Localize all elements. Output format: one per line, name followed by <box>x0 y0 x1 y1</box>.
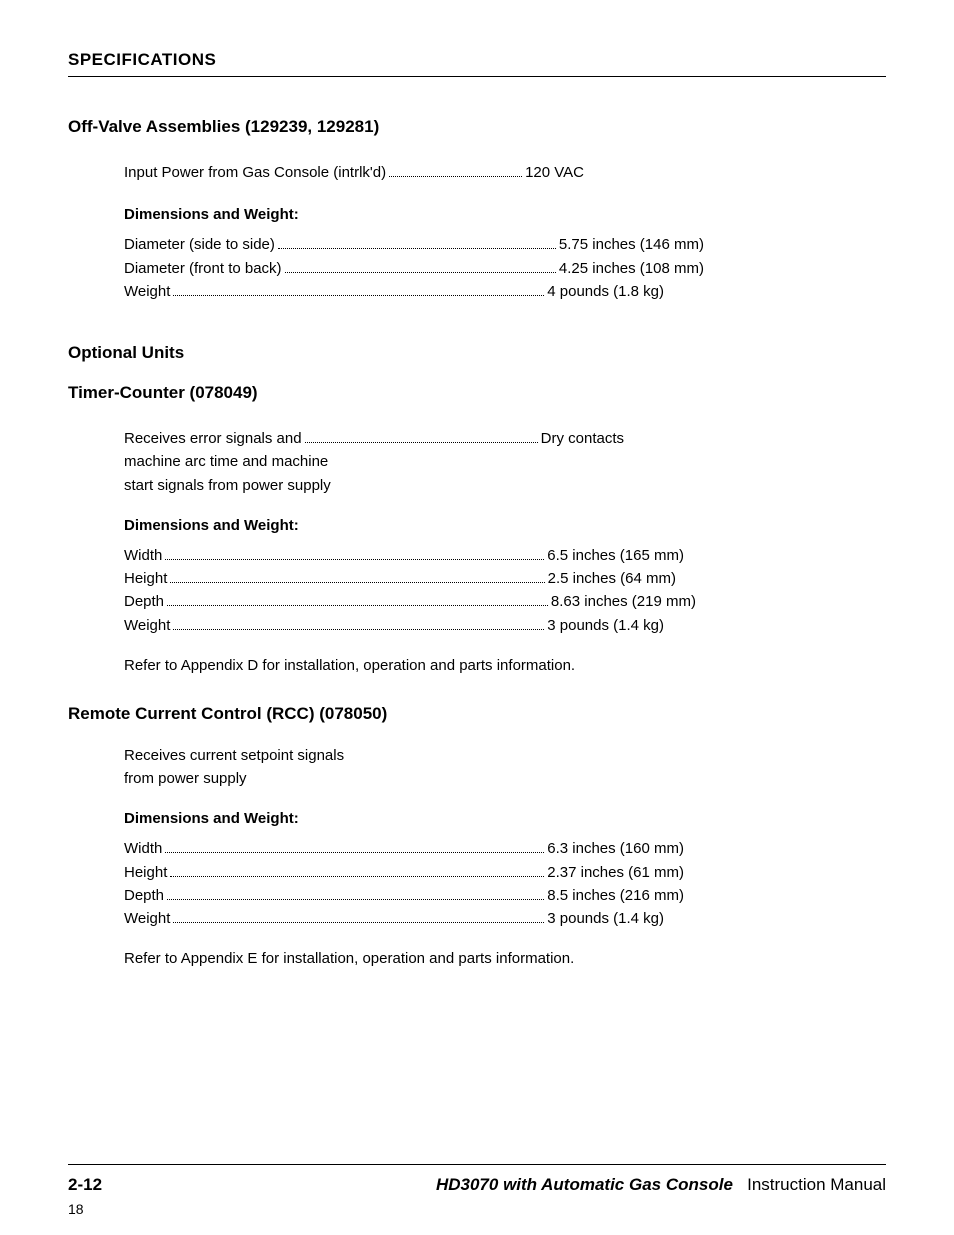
timercounter-title: Timer-Counter (078049) <box>68 383 886 403</box>
tc-dim-row: Width 6.5 inches (165 mm) <box>124 544 684 567</box>
footer-doctype <box>738 1175 747 1194</box>
dim-value: 5.75 inches (146 mm) <box>559 233 704 256</box>
timercounter-dimensions-block: Width 6.5 inches (165 mm) Height 2.5 inc… <box>124 544 886 637</box>
timercounter-receives-block: Receives error signals and Dry contacts … <box>124 427 886 497</box>
footer-rule <box>68 1164 886 1165</box>
rcc-dim-row: Height 2.37 inches (61 mm) <box>124 861 684 884</box>
dim-label: Depth <box>124 590 164 613</box>
offvalve-inputpower-value: 120 VAC <box>525 161 584 184</box>
dim-label: Weight <box>124 614 170 637</box>
offvalve-dim-row: Diameter (side to side) 5.75 inches (146… <box>124 233 704 256</box>
footer-product: HD3070 with Automatic Gas Console <box>436 1175 733 1194</box>
dim-label: Diameter (side to side) <box>124 233 275 256</box>
dots <box>305 442 538 443</box>
dim-value: 6.5 inches (165 mm) <box>547 544 684 567</box>
dots <box>389 176 522 177</box>
dim-value: 2.37 inches (61 mm) <box>547 861 684 884</box>
dim-value: 2.5 inches (64 mm) <box>548 567 676 590</box>
rcc-dimensions-block: Width 6.3 inches (160 mm) Height 2.37 in… <box>124 837 886 930</box>
timercounter-receives-row: Receives error signals and Dry contacts <box>124 427 624 450</box>
header-section: SPECIFICATIONS <box>68 50 886 77</box>
dim-label: Depth <box>124 884 164 907</box>
dim-value: 3 pounds (1.4 kg) <box>547 614 664 637</box>
tc-dim-row: Weight 3 pounds (1.4 kg) <box>124 614 664 637</box>
tc-dim-row: Height 2.5 inches (64 mm) <box>124 567 676 590</box>
dots <box>173 295 544 296</box>
dots <box>170 582 544 583</box>
offvalve-inputpower-block: Input Power from Gas Console (intrlk'd) … <box>124 161 886 184</box>
rcc-note: Refer to Appendix E for installation, op… <box>124 950 886 967</box>
dim-label: Height <box>124 567 167 590</box>
rcc-dim-row: Weight 3 pounds (1.4 kg) <box>124 907 664 930</box>
footer-doctype-text: Instruction Manual <box>747 1175 886 1194</box>
footer-pagenum: 18 <box>68 1201 84 1217</box>
offvalve-title: Off-Valve Assemblies (129239, 129281) <box>68 117 886 137</box>
dots <box>285 272 556 273</box>
dim-value: 4 pounds (1.8 kg) <box>547 280 664 303</box>
receives-value: Dry contacts <box>541 427 624 450</box>
rcc-dimensions-title: Dimensions and Weight: <box>124 810 886 827</box>
timercounter-dimensions-title: Dimensions and Weight: <box>124 517 886 534</box>
dots <box>167 899 544 900</box>
dots <box>165 852 544 853</box>
dim-value: 3 pounds (1.4 kg) <box>547 907 664 930</box>
header-title: SPECIFICATIONS <box>68 50 886 70</box>
dim-label: Height <box>124 861 167 884</box>
dim-label: Weight <box>124 907 170 930</box>
dim-value: 4.25 inches (108 mm) <box>559 257 704 280</box>
dim-label: Width <box>124 837 162 860</box>
dots <box>167 605 548 606</box>
offvalve-inputpower-row: Input Power from Gas Console (intrlk'd) … <box>124 161 584 184</box>
tc-dim-row: Depth 8.63 inches (219 mm) <box>124 590 696 613</box>
rcc-dim-row: Width 6.3 inches (160 mm) <box>124 837 684 860</box>
optionalunits-title: Optional Units <box>68 343 886 363</box>
dim-value: 6.3 inches (160 mm) <box>547 837 684 860</box>
dots <box>278 248 556 249</box>
footer-doc: HD3070 with Automatic Gas Console Instru… <box>436 1175 886 1195</box>
rcc-title: Remote Current Control (RCC) (078050) <box>68 704 886 724</box>
dots <box>173 922 544 923</box>
rcc-receives-line2: from power supply <box>124 767 886 790</box>
receives-line2: machine arc time and machine <box>124 450 886 473</box>
footer-pageref: 2-12 <box>68 1175 102 1195</box>
rcc-receives-line1: Receives current setpoint signals <box>124 744 886 767</box>
dots <box>170 876 544 877</box>
offvalve-inputpower-label: Input Power from Gas Console (intrlk'd) <box>124 161 386 184</box>
offvalve-dim-row: Diameter (front to back) 4.25 inches (10… <box>124 257 704 280</box>
receives-line3: start signals from power supply <box>124 474 886 497</box>
dim-label: Weight <box>124 280 170 303</box>
dim-label: Width <box>124 544 162 567</box>
offvalve-dim-row: Weight 4 pounds (1.8 kg) <box>124 280 664 303</box>
timercounter-note: Refer to Appendix D for installation, op… <box>124 657 886 674</box>
offvalve-dimensions-title: Dimensions and Weight: <box>124 206 886 223</box>
dim-value: 8.63 inches (219 mm) <box>551 590 696 613</box>
dim-value: 8.5 inches (216 mm) <box>547 884 684 907</box>
dim-label: Diameter (front to back) <box>124 257 282 280</box>
dots <box>173 629 544 630</box>
rcc-dim-row: Depth 8.5 inches (216 mm) <box>124 884 684 907</box>
receives-label: Receives error signals and <box>124 427 302 450</box>
offvalve-dimensions-block: Diameter (side to side) 5.75 inches (146… <box>124 233 886 303</box>
footer: 2-12 HD3070 with Automatic Gas Console I… <box>68 1175 886 1195</box>
dots <box>165 559 544 560</box>
